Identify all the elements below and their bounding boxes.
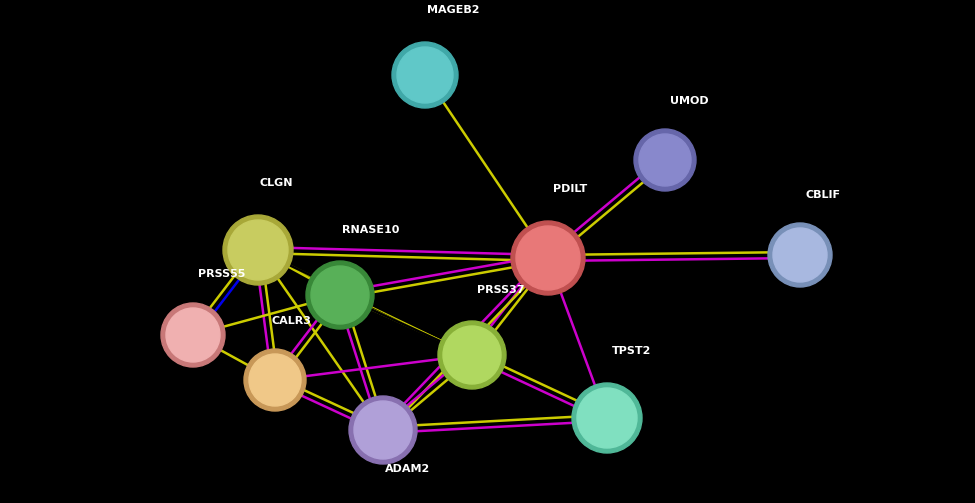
Text: CALR3: CALR3 <box>271 316 311 326</box>
Text: CBLIF: CBLIF <box>805 190 840 200</box>
Text: PDILT: PDILT <box>553 184 587 194</box>
Circle shape <box>354 401 412 459</box>
Circle shape <box>173 315 214 355</box>
Circle shape <box>524 234 572 282</box>
Text: MAGEB2: MAGEB2 <box>427 5 480 15</box>
Circle shape <box>255 361 294 399</box>
Circle shape <box>773 228 827 282</box>
Circle shape <box>584 395 630 441</box>
Circle shape <box>236 227 281 273</box>
Circle shape <box>166 308 220 362</box>
Text: ADAM2: ADAM2 <box>385 464 430 474</box>
Circle shape <box>516 226 580 290</box>
Circle shape <box>249 354 301 406</box>
Circle shape <box>634 129 696 191</box>
Text: TPST2: TPST2 <box>612 346 651 356</box>
Circle shape <box>511 221 585 295</box>
Circle shape <box>244 349 306 411</box>
Circle shape <box>397 47 453 103</box>
Circle shape <box>450 333 493 377</box>
Circle shape <box>438 321 506 389</box>
Text: PRSS37: PRSS37 <box>477 285 525 295</box>
Circle shape <box>311 266 369 324</box>
Circle shape <box>404 54 446 96</box>
Circle shape <box>780 235 820 275</box>
Text: PRSS55: PRSS55 <box>198 269 246 279</box>
Circle shape <box>228 220 288 280</box>
Circle shape <box>306 261 374 329</box>
Circle shape <box>577 388 637 448</box>
Circle shape <box>639 134 691 186</box>
Circle shape <box>161 303 225 367</box>
Circle shape <box>362 408 405 452</box>
Circle shape <box>645 140 684 180</box>
Circle shape <box>572 383 642 453</box>
Circle shape <box>768 223 832 287</box>
Circle shape <box>349 396 417 464</box>
Text: RNASE10: RNASE10 <box>342 225 400 235</box>
Circle shape <box>223 215 293 285</box>
Circle shape <box>392 42 458 108</box>
Circle shape <box>318 273 362 317</box>
Circle shape <box>443 326 501 384</box>
Text: UMOD: UMOD <box>670 96 709 106</box>
Text: CLGN: CLGN <box>260 178 293 188</box>
